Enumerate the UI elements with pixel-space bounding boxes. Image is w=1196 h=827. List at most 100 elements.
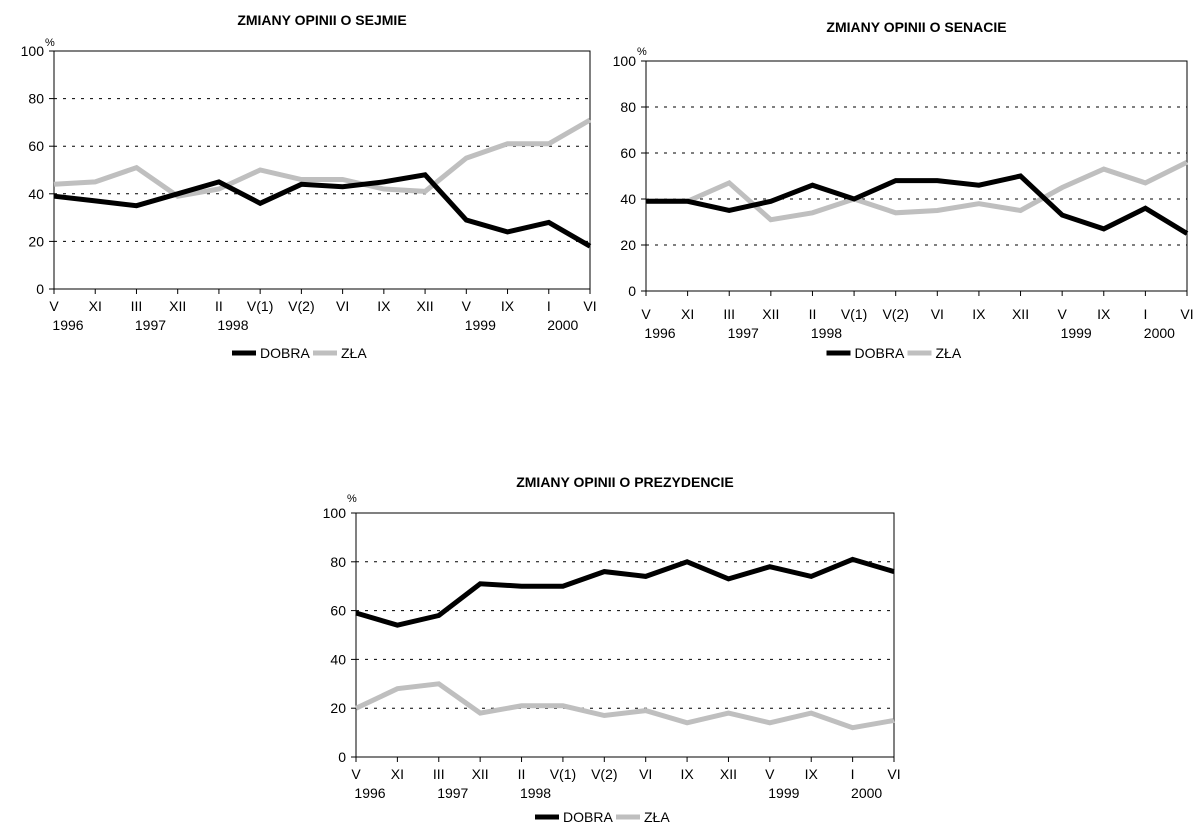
year-label: 2000 (547, 317, 578, 333)
x-tick-label: IX (1097, 306, 1111, 322)
x-tick-label: VI (336, 298, 349, 314)
year-label: 1998 (520, 785, 551, 801)
x-tick-label: XI (391, 766, 404, 782)
year-label: 1999 (1061, 325, 1092, 341)
legend: DOBRA ZŁA (232, 345, 367, 361)
x-tick-label: XII (762, 306, 779, 322)
x-tick-label: IX (972, 306, 986, 322)
legend: DOBRA ZŁA (535, 809, 670, 825)
x-tick-label: III (433, 766, 445, 782)
legend-label: ZŁA (936, 345, 962, 361)
x-tick-label: V(1) (841, 306, 867, 322)
x-tick-label: VI (887, 766, 900, 782)
legend-label: ZŁA (644, 809, 670, 825)
y-tick-label: 20 (330, 700, 346, 716)
y-tick-label: 80 (620, 99, 636, 115)
y-tick-label: 100 (323, 505, 347, 521)
y-tick-label: 60 (620, 145, 636, 161)
plot-area-frame (355, 512, 895, 758)
x-tick-label: V(1) (550, 766, 576, 782)
year-label: 2000 (851, 785, 882, 801)
y-tick-label: 60 (28, 138, 44, 154)
x-tick-label: V (49, 298, 59, 314)
y-tick-label: 20 (620, 237, 636, 253)
plot-area-frame (53, 50, 591, 290)
year-label: 1997 (437, 785, 468, 801)
series-line-dobra (355, 556, 895, 628)
x-tick-label: XII (417, 298, 434, 314)
x-tick-label: I (1143, 306, 1147, 322)
x-tick-label: II (215, 298, 223, 314)
x-tick-label: V(1) (247, 298, 273, 314)
chart-title: ZMIANY OPINII O PREZYDENCIE (516, 474, 734, 490)
x-tick-label: V(2) (288, 298, 314, 314)
x-tick-label: II (809, 306, 817, 322)
legend-label: ZŁA (341, 345, 367, 361)
year-label: 1999 (465, 317, 496, 333)
chart-title: ZMIANY OPINII O SEJMIE (237, 12, 406, 28)
y-unit-label: % (637, 46, 647, 58)
x-tick-label: I (851, 766, 855, 782)
x-tick-label: V (641, 306, 651, 322)
y-tick-label: 0 (36, 281, 44, 297)
x-tick-label: IX (377, 298, 391, 314)
x-tick-label: II (518, 766, 526, 782)
x-tick-label: VI (931, 306, 944, 322)
y-unit-label: % (347, 493, 357, 505)
series-line-zla (354, 681, 895, 731)
x-tick-label: IX (680, 766, 694, 782)
x-tick-label: III (723, 306, 735, 322)
chart-title: ZMIANY OPINII O SENACIE (826, 19, 1006, 35)
y-tick-label: 40 (28, 186, 44, 202)
x-tick-label: V (1057, 306, 1067, 322)
y-unit-label: % (45, 37, 55, 49)
year-label: 2000 (1144, 325, 1175, 341)
y-tick-label: 40 (620, 191, 636, 207)
x-tick-label: XII (1012, 306, 1029, 322)
x-tick-label: VI (583, 298, 596, 314)
year-label: 1996 (354, 785, 385, 801)
series-line-dobra (53, 172, 592, 249)
legend-label: DOBRA (855, 345, 905, 361)
x-tick-label: XII (169, 298, 186, 314)
legend: DOBRA ZŁA (826, 345, 962, 361)
y-tick-label: 20 (28, 233, 44, 249)
y-tick-label: 60 (330, 603, 346, 619)
y-tick-label: 100 (613, 53, 637, 69)
x-tick-label: V (462, 298, 472, 314)
x-tick-label: IX (805, 766, 819, 782)
x-tick-label: XI (89, 298, 102, 314)
x-tick-label: V (765, 766, 775, 782)
plot-area-frame (645, 60, 1188, 292)
year-label: 1996 (644, 325, 675, 341)
chart-3: ZMIANY OPINII O PREZYDENCIE 0 20 40 60 80 100%… (323, 474, 901, 825)
year-label: 1997 (135, 317, 166, 333)
y-tick-label: 0 (338, 749, 346, 765)
y-tick-label: 80 (330, 554, 346, 570)
x-tick-label: I (547, 298, 551, 314)
x-tick-label: V (351, 766, 361, 782)
y-tick-label: 40 (330, 651, 346, 667)
series-line-zla (53, 117, 592, 199)
x-tick-label: V(2) (591, 766, 617, 782)
x-tick-label: IX (501, 298, 515, 314)
x-tick-label: XI (681, 306, 694, 322)
x-tick-label: XII (720, 766, 737, 782)
year-label: 1997 (728, 325, 759, 341)
y-tick-label: 80 (28, 91, 44, 107)
year-label: 1999 (768, 785, 799, 801)
x-tick-label: XII (472, 766, 489, 782)
year-label: 1998 (811, 325, 842, 341)
y-tick-label: 100 (21, 43, 45, 59)
year-label: 1996 (52, 317, 83, 333)
year-label: 1998 (217, 317, 248, 333)
y-tick-label: 0 (628, 283, 636, 299)
series-line-zla (646, 159, 1189, 223)
series-line-dobra (646, 173, 1189, 236)
legend-label: DOBRA (260, 345, 310, 361)
x-tick-label: V(2) (882, 306, 908, 322)
x-tick-label: VI (1180, 306, 1193, 322)
